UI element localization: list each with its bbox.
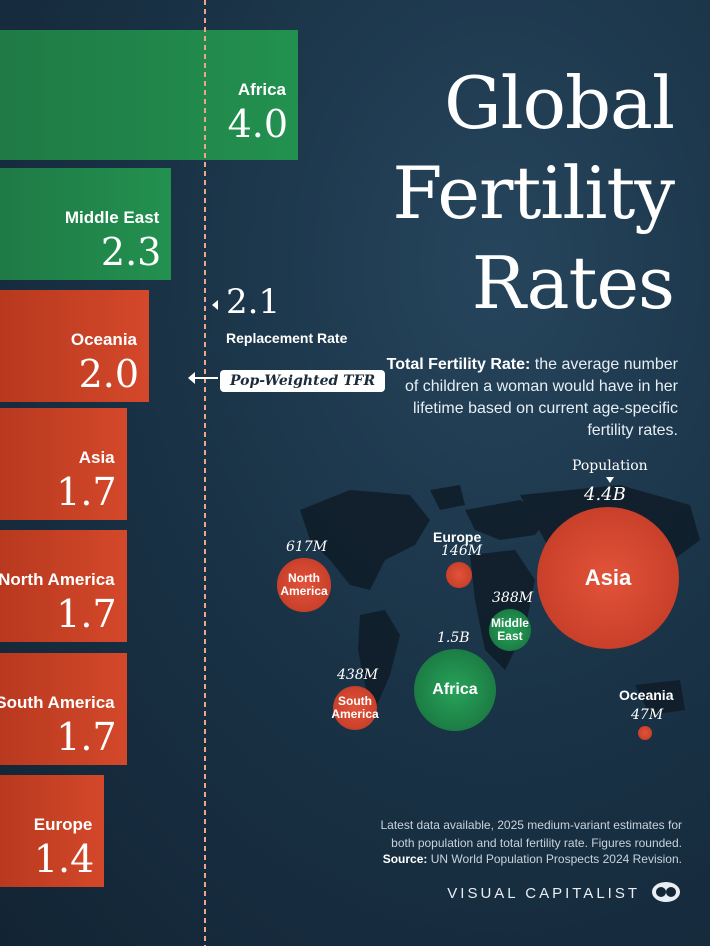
bar-label: Middle East: [64, 207, 160, 227]
bar-label: Asia: [78, 447, 115, 467]
bubble-region-label: Middle East: [490, 615, 529, 643]
bar-asia: Asia 1.7: [0, 407, 127, 520]
bar-oceania: Oceania 2.0: [0, 290, 149, 402]
title-line-2: Fertility: [392, 151, 675, 235]
bubble-region-label: Africa: [432, 681, 478, 699]
population-legend-title: Population: [572, 458, 648, 474]
title-line-3: Rates: [471, 241, 675, 325]
title-line-1: Global: [444, 61, 675, 145]
bubble-population-label: 4.4B: [584, 484, 626, 505]
bubble-europe: [446, 562, 472, 588]
bar-label: Oceania: [70, 330, 137, 349]
replacement-rate-value: 2.1: [226, 282, 281, 322]
bar-label: Europe: [33, 815, 93, 834]
bar-value-label: 2.3: [100, 229, 162, 274]
bar-north-america: North America 1.7: [0, 530, 127, 642]
bubble-north-america: North America: [277, 558, 331, 612]
bar-africa: Africa 4.0: [0, 30, 298, 160]
replacement-rate-arrow-icon: [212, 300, 218, 310]
bubble-africa: Africa: [413, 648, 497, 732]
bar-value-label: 4.0: [227, 102, 288, 146]
bubble-oceania: [637, 725, 653, 741]
source-label: Source:: [382, 852, 428, 866]
subtitle-definition: the average number of children a woman w…: [404, 356, 678, 439]
bubble-population-label: 1.5B: [437, 629, 470, 646]
bar-value-label: 1.4: [33, 837, 95, 881]
bubble-region-label: North America: [280, 570, 328, 598]
bubble-population-label: 47M: [631, 707, 664, 723]
chart-title: Global Fertility Rates: [334, 58, 675, 328]
bubble-middle-east: Middle East: [488, 608, 532, 652]
bar-label: Africa: [237, 80, 286, 99]
bar-value-label: 2.0: [78, 352, 139, 396]
brand-name: VISUAL CAPITALIST: [447, 885, 640, 902]
replacement-rate-label: Replacement Rate: [226, 330, 348, 346]
visual-capitalist-logo-icon: [652, 882, 680, 902]
source-line: Source: UN World Population Prospects 20…: [383, 852, 682, 866]
bubble-population-label: 388M: [492, 589, 534, 606]
subtitle: Total Fertility Rate: the average number…: [378, 354, 678, 442]
bar-label: South America: [0, 692, 115, 712]
bar-europe: Europe 1.4: [0, 775, 105, 887]
subtitle-term: Total Fertility Rate:: [386, 356, 531, 373]
bubble-population-label: 146M: [441, 543, 483, 560]
bar-middle-east: Middle East 2.3: [0, 167, 172, 280]
bubble-region-label: Oceania: [619, 687, 674, 703]
bar-south-america: South America 1.7: [0, 652, 127, 765]
bar-value-label: 1.7: [56, 469, 117, 514]
bubble-population-label: 617M: [286, 539, 328, 556]
bubble-region-label: Europe: [433, 529, 482, 545]
pop-weighted-arrow-icon: [188, 372, 218, 384]
source-text: UN World Population Prospects 2024 Revis…: [430, 852, 682, 866]
bubble-region-label: South America: [331, 693, 379, 721]
bar-value-label: 1.7: [56, 714, 117, 759]
population-legend-arrow-icon: [606, 477, 614, 483]
bubble-region-label: Asia: [584, 564, 632, 590]
pop-weighted-tfr-tag: Pop-Weighted TFR: [220, 370, 386, 392]
bar-value-label: 1.7: [56, 592, 117, 636]
bar-label: North America: [0, 570, 115, 589]
bubble-population-label: 438M: [337, 666, 379, 683]
bubble-south-america: South America: [331, 685, 379, 731]
bubble-asia: Asia: [537, 507, 679, 649]
footnote: Latest data available, 2025 medium-varia…: [380, 818, 683, 850]
